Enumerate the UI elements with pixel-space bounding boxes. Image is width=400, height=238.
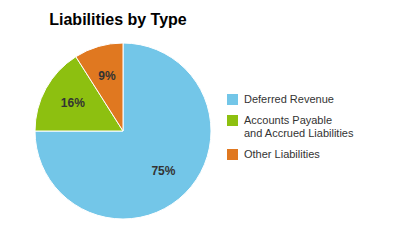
- html-text:Liabilities by Type: Liabilities by Type: [49, 11, 187, 28]
- svg-text:9%: 9%: [98, 69, 116, 83]
- svg-text:16%: 16%: [61, 96, 85, 110]
- html-text:Deferred Revenue: Deferred Revenue: [244, 93, 334, 105]
- html-text:Accounts Payable and Accrued L: Accounts Payable and Accrued Liabilities: [244, 114, 354, 139]
- html-text:Other Liabilities: Other Liabilities: [244, 148, 320, 160]
- svg-text:75%: 75%: [151, 164, 175, 178]
